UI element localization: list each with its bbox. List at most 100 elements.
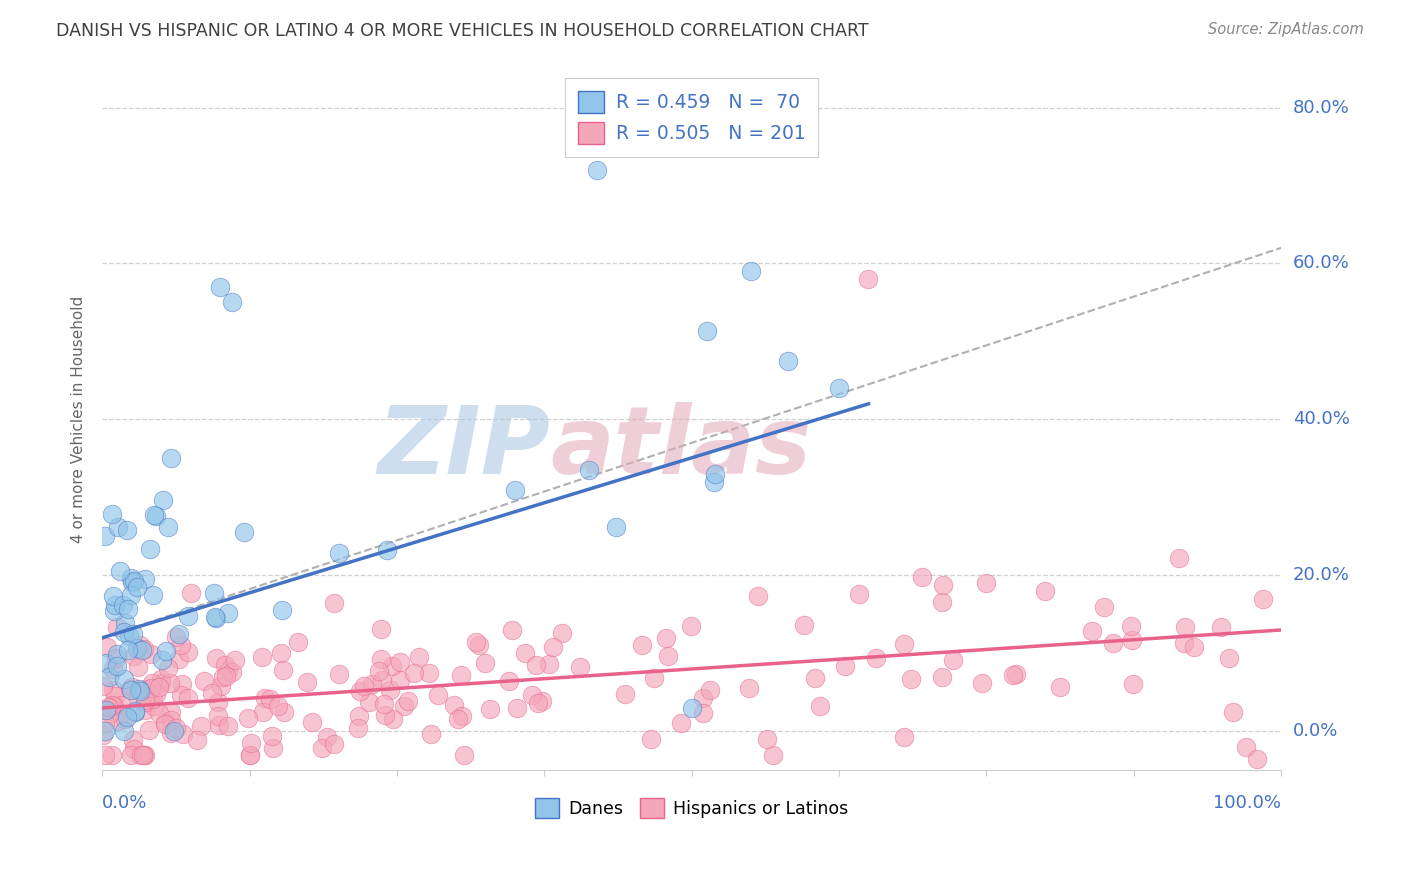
Point <box>699 683 721 698</box>
Point <box>200 686 222 700</box>
Point <box>359 695 381 709</box>
Point <box>94 529 117 543</box>
Point <box>209 679 232 693</box>
Point <box>828 381 851 395</box>
Point <box>273 663 295 677</box>
Point <box>267 699 290 714</box>
Point <box>135 681 157 696</box>
Point <box>221 665 243 679</box>
Point <box>323 737 346 751</box>
Point <box>107 714 129 728</box>
Point <box>353 679 375 693</box>
Point <box>211 671 233 685</box>
Point <box>104 689 127 703</box>
Point <box>865 651 887 665</box>
Point <box>153 714 176 729</box>
Point <box>160 726 183 740</box>
Point <box>117 643 139 657</box>
Point <box>134 703 156 717</box>
Point <box>120 588 142 602</box>
Point <box>328 666 350 681</box>
Point <box>112 624 135 639</box>
Point <box>382 712 405 726</box>
Point <box>396 694 419 708</box>
Point <box>134 695 156 709</box>
Point <box>94 747 117 762</box>
Point <box>834 659 856 673</box>
Point <box>380 683 402 698</box>
Point <box>381 659 404 673</box>
Point <box>180 586 202 600</box>
Point <box>98 700 121 714</box>
Point <box>105 620 128 634</box>
Point <box>114 712 136 726</box>
Point <box>190 719 212 733</box>
Point <box>538 657 561 671</box>
Point <box>120 570 142 584</box>
Point <box>451 708 474 723</box>
Point <box>172 727 194 741</box>
Point <box>1167 551 1189 566</box>
Text: 80.0%: 80.0% <box>1294 98 1350 117</box>
Point <box>145 687 167 701</box>
Point <box>942 653 965 667</box>
Point <box>134 572 156 586</box>
Point <box>167 627 190 641</box>
Point <box>503 483 526 497</box>
Point <box>155 643 177 657</box>
Point <box>104 651 127 665</box>
Point <box>370 622 392 636</box>
Point <box>301 714 323 729</box>
Point <box>478 702 501 716</box>
Point <box>108 565 131 579</box>
Point <box>1173 636 1195 650</box>
Point <box>132 747 155 762</box>
Point <box>142 588 165 602</box>
Point <box>1182 640 1205 654</box>
Point <box>142 692 165 706</box>
Point <box>127 641 149 656</box>
Point <box>551 625 574 640</box>
Point <box>1033 584 1056 599</box>
Point <box>911 570 934 584</box>
Point <box>374 708 396 723</box>
Point <box>177 691 200 706</box>
Point <box>446 712 468 726</box>
Point <box>101 698 124 712</box>
Point <box>107 520 129 534</box>
Point <box>101 747 124 762</box>
Point <box>287 635 309 649</box>
Point <box>149 676 172 690</box>
Point <box>132 747 155 762</box>
Point <box>808 698 831 713</box>
Point <box>149 672 172 686</box>
Point <box>118 630 141 644</box>
Point <box>94 656 117 670</box>
Point <box>1005 666 1028 681</box>
Point <box>132 642 155 657</box>
Point <box>253 690 276 705</box>
Point <box>141 681 163 695</box>
Point <box>900 672 922 686</box>
Point <box>328 546 350 560</box>
Point <box>474 656 496 670</box>
Point <box>153 717 176 731</box>
Point <box>112 672 135 686</box>
Point <box>157 661 180 675</box>
Point <box>128 638 150 652</box>
Point <box>270 646 292 660</box>
Point <box>238 747 260 762</box>
Point <box>94 715 117 730</box>
Point <box>347 709 370 723</box>
Point <box>100 706 122 720</box>
Text: 0.0%: 0.0% <box>1294 723 1339 740</box>
Point <box>148 706 170 721</box>
Point <box>224 653 246 667</box>
Point <box>522 688 544 702</box>
Point <box>114 616 136 631</box>
Point <box>97 670 120 684</box>
Point <box>976 576 998 591</box>
Point <box>1246 752 1268 766</box>
Point <box>142 699 165 714</box>
Text: 40.0%: 40.0% <box>1294 410 1350 428</box>
